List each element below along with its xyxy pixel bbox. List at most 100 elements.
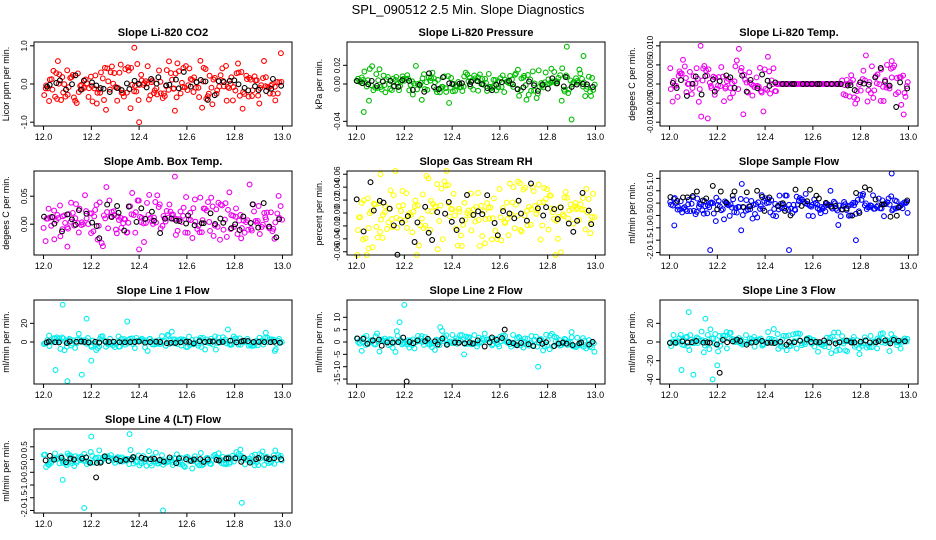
data-point xyxy=(395,83,402,90)
data-point xyxy=(699,207,706,214)
data-point xyxy=(224,83,231,90)
x-tick-label: 12.4 xyxy=(443,132,461,142)
data-point xyxy=(540,212,547,219)
data-point xyxy=(753,339,759,346)
y-tick-label: 0.00 xyxy=(333,205,342,221)
data-point xyxy=(422,203,429,210)
y-axis-label: degees C per min. xyxy=(1,176,11,250)
data-point xyxy=(63,462,70,469)
data-point xyxy=(45,205,52,212)
data-point xyxy=(577,70,584,77)
data-point xyxy=(163,208,170,214)
data-point xyxy=(256,231,263,237)
data-point xyxy=(461,199,468,206)
plot-frame xyxy=(659,170,919,256)
data-point xyxy=(434,341,441,348)
chart-panel-4: Slope Amb. Box Temp. degees C per min. 12.… xyxy=(1,156,293,271)
data-point xyxy=(549,75,556,82)
data-point xyxy=(474,343,480,350)
data-point xyxy=(726,212,733,219)
data-point xyxy=(148,208,155,215)
data-point xyxy=(491,220,498,226)
data-point xyxy=(589,213,595,220)
data-point xyxy=(689,85,696,91)
data-point xyxy=(449,331,456,338)
data-point xyxy=(561,88,568,95)
data-point xyxy=(56,335,63,342)
data-point xyxy=(548,205,555,212)
x-tick-label: 12.2 xyxy=(709,261,727,271)
data-point xyxy=(569,342,576,349)
data-point xyxy=(369,337,376,344)
data-point xyxy=(771,340,778,346)
data-point xyxy=(743,332,749,339)
data-point xyxy=(209,203,216,210)
data-point xyxy=(153,80,160,87)
data-point xyxy=(783,347,790,354)
data-point xyxy=(474,337,481,344)
data-point xyxy=(138,205,145,212)
data-point xyxy=(83,454,90,461)
data-point xyxy=(562,74,569,80)
data-point xyxy=(488,236,495,243)
data-point xyxy=(901,90,908,96)
y-tick-label: -1.0 xyxy=(646,220,655,234)
data-point xyxy=(482,240,489,247)
data-point xyxy=(127,335,134,342)
data-point xyxy=(534,87,541,94)
data-point xyxy=(693,65,700,72)
data-point xyxy=(702,73,709,80)
data-point xyxy=(848,339,855,346)
data-point xyxy=(166,81,173,88)
data-point xyxy=(114,97,121,104)
data-point xyxy=(255,224,262,231)
data-point xyxy=(743,189,750,196)
data-point xyxy=(75,330,82,337)
x-tick-label: 12.6 xyxy=(804,390,822,400)
data-point-outlier xyxy=(535,363,542,370)
data-point xyxy=(213,456,220,463)
data-point xyxy=(418,96,425,103)
data-point xyxy=(865,81,872,88)
data-point-outlier xyxy=(888,58,895,65)
data-point xyxy=(219,454,226,460)
data-point xyxy=(722,332,729,339)
data-point xyxy=(154,192,161,199)
data-point xyxy=(58,454,65,461)
data-point xyxy=(205,90,212,97)
data-point xyxy=(176,455,182,462)
data-point xyxy=(92,338,99,345)
data-point xyxy=(239,105,246,112)
data-point xyxy=(565,90,572,96)
data-point xyxy=(151,214,157,221)
data-point xyxy=(429,69,436,76)
data-point xyxy=(450,190,457,197)
data-point xyxy=(418,215,425,222)
data-point xyxy=(740,111,747,118)
data-point xyxy=(764,53,771,60)
data-point xyxy=(787,212,794,219)
data-point xyxy=(585,73,592,80)
x-tick-label: 12.4 xyxy=(130,132,148,142)
data-point xyxy=(225,206,231,213)
data-point xyxy=(393,328,400,335)
data-point xyxy=(411,203,418,210)
data-point xyxy=(103,106,109,113)
x-tick-label: 12.2 xyxy=(83,390,101,400)
data-point xyxy=(890,206,897,213)
data-point xyxy=(542,69,549,76)
data-point xyxy=(667,340,673,346)
data-point xyxy=(255,462,262,469)
data-point xyxy=(57,202,63,209)
data-point xyxy=(274,90,281,97)
data-point xyxy=(209,101,216,108)
data-point-outlier xyxy=(568,116,575,123)
data-point xyxy=(207,227,213,234)
data-point xyxy=(200,458,207,465)
data-point xyxy=(710,76,716,83)
data-point xyxy=(107,69,114,76)
data-point xyxy=(904,197,911,204)
data-point xyxy=(515,333,522,340)
chart-panel-5: Slope Gas Stream RH percent per min. 12.0 1… xyxy=(314,156,606,271)
data-point xyxy=(61,81,68,88)
